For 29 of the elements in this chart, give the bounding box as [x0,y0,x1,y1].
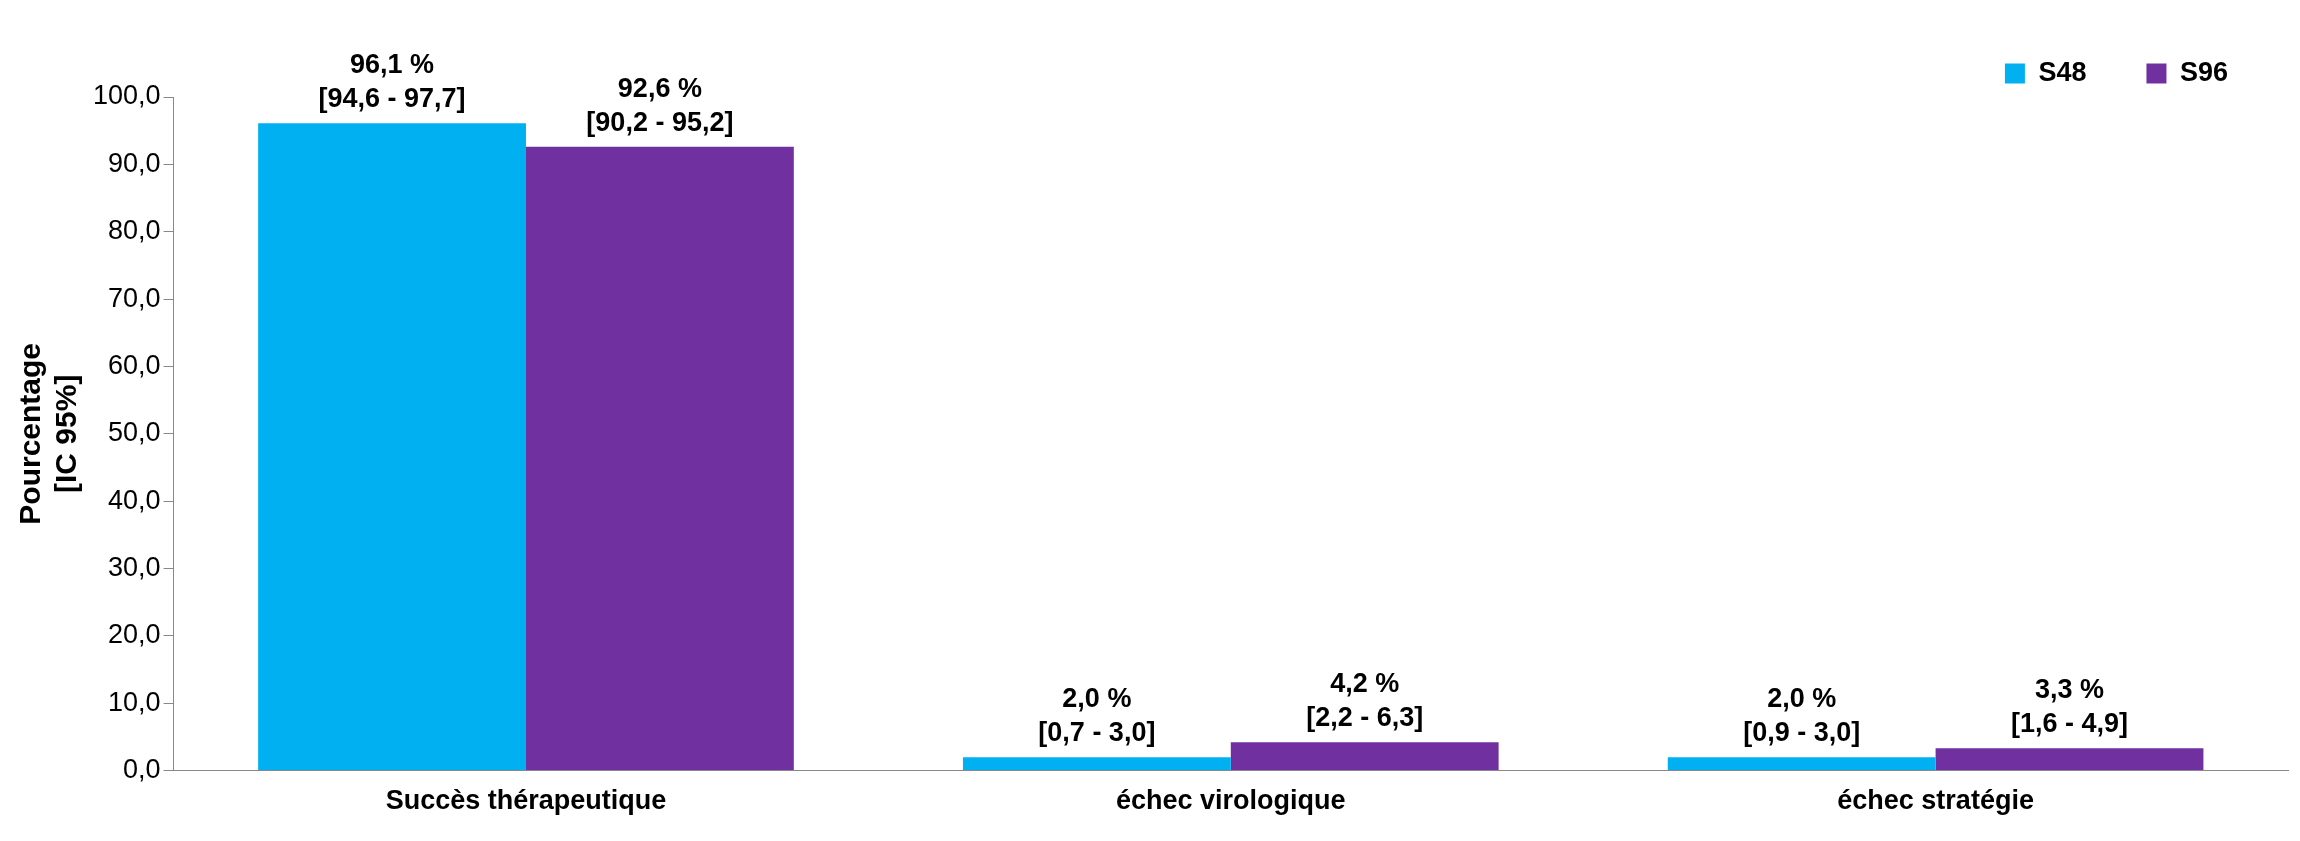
bar [258,123,526,771]
y-tick-label: 90,0 [108,147,161,178]
bar [1230,742,1499,771]
y-tick-label: 40,0 [108,484,161,515]
x-tick-label: échec stratégie [1837,785,2034,816]
y-tick-label: 70,0 [108,282,161,313]
bar [525,146,794,771]
bar [962,757,1231,771]
y-tick-label: 60,0 [108,349,161,380]
y-tick-label: 0,0 [123,754,161,785]
x-tick-label: Succès thérapeutique [385,785,667,816]
bar [1667,757,1936,771]
data-label: 96,1 % [94,6 - 97,7] [318,49,466,114]
y-tick-label: 50,0 [108,417,161,448]
y-axis-title: Pourcentage [IC 95%] [13,342,83,525]
data-label: 2,0 % [0,7 - 3,0] [1038,683,1156,748]
legend-label: S48 [2038,56,2087,87]
legend-label: S96 [2179,56,2229,87]
y-tick-label: 30,0 [108,551,161,582]
data-label: 2,0 % [0,9 - 3,0] [1743,683,1861,748]
y-tick-label: 100,0 [92,80,161,111]
y-tick-label: 10,0 [108,686,161,717]
bar [1935,748,2204,771]
x-tick-label: échec virologique [1115,785,1346,816]
data-label: 92,6 % [90,2 - 95,2] [586,72,734,137]
y-tick-label: 20,0 [108,619,161,650]
data-label: 3,3 % [1,6 - 4,9] [2010,674,2129,739]
y-tick-label: 80,0 [108,215,161,246]
data-label: 4,2 % [2,2 - 6,3] [1306,668,1424,733]
